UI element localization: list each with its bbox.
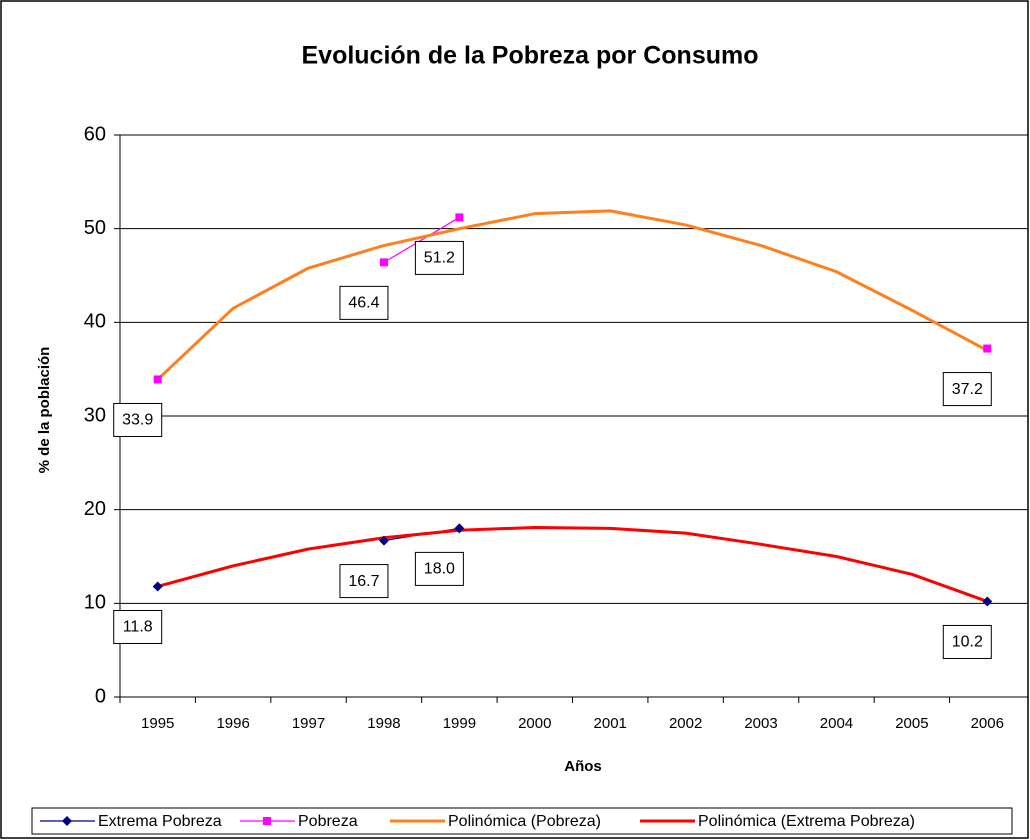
marker [983,344,992,353]
marker [982,596,993,607]
y-tick-label: 60 [84,123,106,145]
data-label: 33.9 [122,412,153,429]
y-tick-label: 50 [84,217,106,239]
marker [379,258,388,267]
marker [152,581,163,592]
x-tick-label: 2001 [594,715,627,732]
trendline [156,209,988,381]
data-label-box [414,240,464,275]
marker [454,523,465,534]
y-tick-label: 30 [84,404,106,426]
data-label: 46.4 [348,295,379,312]
x-tick-label: 2003 [744,715,777,732]
legend-label: Polinómica (Extrema Pobreza) [698,813,915,830]
legend-box [31,807,1013,835]
y-tick-label: 0 [95,685,106,707]
data-label: 51.2 [424,250,455,267]
marker [263,817,271,825]
y-tick-label: 10 [84,592,106,614]
marker [153,375,162,384]
data-label-box [113,402,163,437]
data-label-box [113,609,163,644]
x-tick-label: 1995 [141,715,174,732]
y-tick-label: 40 [84,311,106,333]
y-tick-label: 20 [84,498,106,520]
x-axis-label: Años [564,758,602,775]
x-tick-label: 1998 [367,715,400,732]
x-tick-label: 1999 [443,715,476,732]
x-tick-label: 1997 [292,715,325,732]
data-label-box [339,564,389,599]
x-tick-label: 2002 [669,715,702,732]
legend-label: Pobreza [298,813,358,830]
data-label: 10.2 [952,634,983,651]
trendline [157,525,988,603]
marker [62,816,72,826]
data-label-box [942,624,992,659]
marker [378,535,389,546]
data-label-box [942,372,992,407]
data-label: 37.2 [952,381,983,398]
x-tick-label: 2005 [895,715,928,732]
legend-label: Polinómica (Pobreza) [448,813,601,830]
data-label: 16.7 [348,573,379,590]
legend-label: Extrema Pobreza [98,813,222,830]
marker [455,213,464,222]
x-tick-label: 2006 [971,715,1004,732]
series-line [383,216,460,263]
chart-title: Evolución de la Pobreza por Consumo [301,42,758,70]
x-tick-label: 2004 [820,715,853,732]
data-label: 11.8 [123,619,153,636]
data-label-box [339,285,389,320]
x-tick-label: 2000 [518,715,551,732]
x-tick-label: 1996 [216,715,249,732]
y-axis-label: % de la población [36,347,53,474]
data-label-box [414,551,464,586]
data-label: 18.0 [424,561,455,578]
